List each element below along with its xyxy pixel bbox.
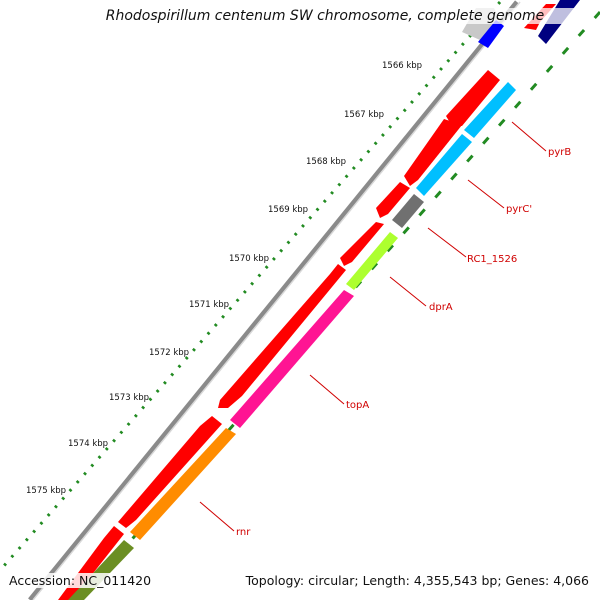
gene-label-dprA[interactable]: dprA — [429, 302, 453, 313]
gene-arrow-f2[interactable] — [404, 119, 462, 186]
gene-label-leaders — [199, 121, 547, 532]
gene-arrow-f3[interactable] — [376, 182, 410, 218]
gene-arrow-f1[interactable] — [446, 70, 500, 126]
gene-arrow-f4[interactable] — [340, 222, 384, 266]
gene-label-RC1_1526[interactable]: RC1_1526 — [467, 254, 517, 265]
leader-topA — [309, 374, 345, 405]
leader-pyrB — [511, 121, 547, 152]
kbp-label: 1567 kbp — [344, 110, 384, 120]
kbp-label: 1568 kbp — [306, 157, 346, 167]
gene-label-topA[interactable]: topA — [346, 400, 369, 411]
leader-RC1_1526 — [427, 227, 467, 258]
gene-RC1_1526[interactable] — [392, 194, 424, 228]
gene-pyrB[interactable] — [464, 82, 516, 138]
gene-arrow-f5[interactable] — [218, 264, 346, 408]
kbp-label: 1573 kbp — [109, 393, 149, 403]
leader-rnr — [199, 501, 235, 532]
gene-label-pyrC[interactable]: pyrC' — [506, 204, 532, 215]
forward-gene-track — [58, 4, 556, 600]
gene-label-rnr[interactable]: rnr — [236, 527, 251, 538]
kbp-label: 1574 kbp — [68, 439, 108, 449]
kbp-label: 1572 kbp — [149, 348, 189, 358]
map-title: Rhodospirillum centenum SW chromosome, c… — [60, 8, 590, 24]
accession-text: Accession: NC_011420 — [9, 573, 152, 588]
genome-backbone — [28, 0, 519, 600]
kbp-ruler-dots — [0, 1, 502, 569]
leader-dprA — [389, 276, 427, 307]
scale-labels: 1566 kbp 1567 kbp 1568 kbp 1569 kbp 1570… — [26, 61, 422, 496]
gene-label-pyrB[interactable]: pyrB — [548, 147, 571, 158]
kbp-label: 1575 kbp — [26, 486, 66, 496]
genome-backbone-highlight — [32, 1, 521, 600]
topology-text: Topology: circular; Length: 4,355,543 bp… — [245, 573, 589, 588]
gene-rnr[interactable] — [130, 428, 236, 540]
kbp-label: 1570 kbp — [229, 254, 269, 264]
gene-arrow-f6[interactable] — [118, 416, 222, 528]
leader-pyrC — [467, 179, 505, 209]
gene-dprA[interactable] — [346, 232, 398, 290]
kbp-label: 1566 kbp — [382, 61, 422, 71]
gene-labels: pyrB pyrC' RC1_1526 dprA topA rnr — [236, 147, 571, 538]
kbp-label: 1569 kbp — [268, 205, 308, 215]
gene-topA[interactable] — [230, 290, 354, 428]
gene-arrow-top-blue[interactable] — [478, 20, 504, 48]
kbp-label: 1571 kbp — [189, 300, 229, 310]
gene-pyrC[interactable] — [416, 134, 472, 196]
